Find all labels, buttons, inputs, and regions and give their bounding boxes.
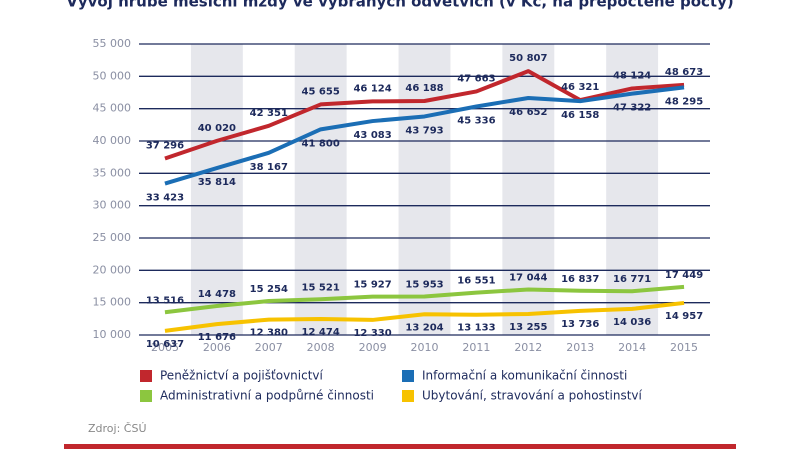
x-tick-label: 2014 [618,341,646,354]
data-label: 42 351 [250,108,288,119]
y-tick-label: 30 000 [93,199,132,212]
data-label: 43 793 [405,125,443,136]
data-label: 46 158 [561,110,599,121]
source: Zdroj: ČSÚ [88,422,147,435]
data-label: 46 124 [353,83,391,94]
data-label: 38 167 [250,162,288,173]
data-label: 48 673 [665,67,703,78]
data-label: 37 296 [146,140,184,151]
y-tick-label: 40 000 [93,134,132,147]
data-label: 13 133 [457,323,495,334]
column-stripe [502,44,555,335]
data-label: 15 927 [353,280,391,291]
column-stripe [190,44,243,335]
y-tick-label: 25 000 [93,231,132,244]
legend-swatch [402,390,414,402]
y-tick-label: 35 000 [93,166,132,179]
legend-label: Informační a komunikační činnosti [422,369,627,383]
x-tick-label: 2008 [307,341,335,354]
data-label: 35 814 [198,177,236,188]
data-label: 14 036 [613,317,651,328]
data-label: 48 124 [613,70,651,81]
x-tick-label: 2009 [359,341,387,354]
data-label: 33 423 [146,193,184,204]
data-label: 10 637 [146,339,184,350]
column-stripe [398,44,451,335]
data-label: 48 295 [665,96,703,107]
y-tick-label: 20 000 [93,263,132,276]
data-label: 46 652 [509,107,547,118]
data-label: 13 516 [146,295,184,306]
data-label: 14 478 [198,289,236,300]
x-tick-label: 2015 [670,341,698,354]
data-label: 13 204 [405,322,443,333]
line [164,69,685,161]
data-label: 14 957 [665,311,703,322]
x-tick-label: 2006 [203,341,231,354]
data-label: 13 255 [509,322,547,333]
y-tick-label: 50 000 [93,69,132,82]
legend-label: Peněžnictví a pojišťovnictví [160,369,324,383]
data-label: 13 736 [561,319,599,330]
data-label: 16 551 [457,276,495,287]
y-tick-label: 10 000 [93,328,132,341]
data-label: 15 521 [302,282,340,293]
data-label: 50 807 [509,53,547,64]
data-label: 15 953 [405,280,443,291]
x-tick-label: 2012 [514,341,542,354]
data-label: 16 771 [613,274,651,285]
line [164,85,685,186]
legend-swatch [140,370,152,382]
data-label: 15 254 [250,284,288,295]
legend-label: Ubytování, stravování a pohostinství [422,389,642,403]
data-label: 11 676 [198,332,236,343]
data-label: 46 188 [405,83,443,94]
data-label: 43 083 [353,130,391,141]
line [164,284,685,315]
x-tick-label: 2010 [411,341,439,354]
data-label: 41 800 [302,138,340,149]
data-label: 16 837 [561,274,599,285]
data-label: 46 321 [561,82,599,93]
x-tick-label: 2013 [566,341,594,354]
legend-swatch [140,390,152,402]
data-label: 47 322 [613,103,651,114]
line [164,300,685,333]
data-label: 12 474 [302,327,340,338]
y-tick-label: 15 000 [93,296,132,309]
x-tick-label: 2005 [151,341,179,354]
chart-title: Vývoj hrubé měsíční mzdy ve vybraných od… [66,0,733,11]
legend-label: Administrativní a podpůrné činnosti [160,389,374,403]
data-label: 47 663 [457,73,495,84]
x-tick-label: 2007 [255,341,283,354]
data-label: 12 330 [353,328,391,339]
data-label: 45 655 [302,86,340,97]
data-label: 17 449 [665,270,703,281]
y-tick-label: 45 000 [93,102,132,115]
column-stripe [294,44,347,335]
data-label: 12 380 [250,328,288,339]
y-tick-label: 55 000 [93,37,132,50]
data-label: 17 044 [509,272,547,283]
x-tick-label: 2011 [462,341,490,354]
bottom-bar [64,444,736,449]
legend-swatch [402,370,414,382]
data-label: 40 020 [198,123,236,134]
data-label: 45 336 [457,115,495,126]
